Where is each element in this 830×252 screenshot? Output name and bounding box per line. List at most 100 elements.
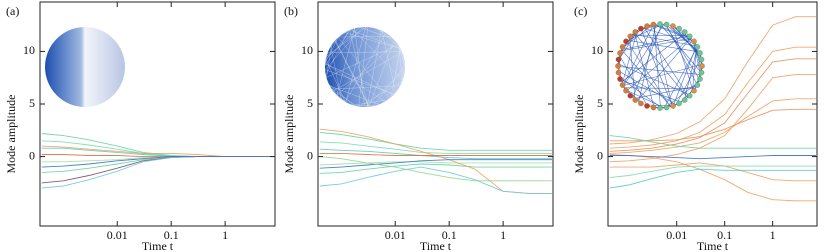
axes-frame — [317, 1, 554, 227]
series-line — [609, 162, 816, 182]
series-line — [319, 163, 552, 174]
network-edge — [638, 24, 657, 103]
network-edge — [692, 39, 702, 76]
network-edge — [626, 40, 671, 107]
network-node — [632, 29, 639, 35]
network-edge — [621, 30, 638, 85]
network-node — [619, 44, 626, 50]
network-edge — [665, 24, 700, 53]
y-tick-label: 5 — [597, 96, 603, 110]
network-edge — [653, 24, 694, 42]
network-node — [617, 50, 623, 56]
network-edge — [672, 25, 702, 57]
axes-frame — [607, 1, 818, 227]
network-edge — [331, 85, 401, 90]
network-edge — [622, 24, 654, 86]
series-line — [609, 46, 816, 149]
x-axis-label: Time t — [697, 239, 729, 252]
panel-label: (b) — [284, 4, 298, 18]
network-edge — [325, 59, 346, 102]
network-node — [615, 69, 622, 76]
network-node — [638, 100, 644, 107]
series-line — [319, 161, 552, 166]
x-tick-label: 0.1 — [164, 228, 179, 242]
network-edge — [359, 27, 394, 40]
network-node — [694, 82, 701, 88]
network-edge — [663, 46, 698, 108]
network-edge — [619, 77, 662, 109]
network-node — [663, 21, 670, 28]
network-edge — [345, 32, 386, 102]
series-line — [609, 16, 816, 145]
network-node — [676, 100, 682, 107]
network-disc — [45, 27, 125, 107]
network-edge — [400, 67, 406, 86]
network-node — [699, 63, 705, 69]
series-line — [319, 159, 552, 169]
network-edge — [334, 40, 370, 107]
network-edge — [372, 65, 406, 107]
network-node — [663, 104, 670, 111]
network-edge — [325, 69, 395, 95]
network-edge — [359, 81, 403, 107]
y-tick-label: 10 — [301, 43, 313, 57]
network-edge — [326, 44, 332, 78]
network-node — [698, 69, 705, 76]
plot-area — [609, 16, 816, 202]
network-node — [657, 21, 663, 27]
network-edge — [634, 32, 688, 98]
network-edge — [633, 85, 697, 100]
network-edge — [669, 24, 701, 55]
axes-frame — [39, 1, 276, 227]
network-edge — [636, 37, 692, 102]
network-edge — [659, 23, 702, 74]
series-line — [609, 155, 816, 160]
network-edge — [622, 64, 703, 86]
network-edge — [381, 30, 396, 93]
network-edge — [390, 48, 401, 98]
network-node — [657, 105, 663, 111]
network-edge — [398, 45, 403, 81]
series-line — [319, 152, 552, 156]
network-edge — [333, 92, 346, 103]
y-tick-label: 10 — [591, 43, 603, 57]
network-edge — [358, 27, 368, 107]
series-line — [41, 156, 274, 168]
network-edge — [626, 37, 692, 92]
x-axis-label: Time t — [142, 239, 174, 252]
network-edge — [398, 46, 406, 68]
plot-area — [319, 128, 552, 194]
network-edge — [399, 47, 406, 68]
y-tick-label: 0 — [29, 148, 35, 162]
network-edge — [328, 84, 355, 106]
network-edge — [324, 26, 363, 70]
network-edge — [366, 30, 382, 107]
network-edge — [331, 89, 357, 107]
network-edge — [683, 46, 698, 101]
network-inset — [615, 21, 705, 111]
network-edge — [338, 30, 350, 38]
y-axis-label: Mode amplitude — [4, 95, 18, 174]
series-line — [609, 165, 816, 179]
network-edge — [621, 35, 690, 51]
x-tick-label: 0.01 — [385, 228, 406, 242]
y-tick-label: 10 — [23, 43, 35, 57]
network-node — [691, 87, 697, 94]
series-line — [319, 141, 552, 154]
network-edge — [349, 29, 401, 49]
network-edge — [672, 25, 694, 92]
panel-label: (a) — [6, 4, 19, 18]
series-line — [609, 154, 816, 202]
series-line — [319, 131, 552, 151]
network-edge — [336, 42, 397, 96]
network-edge — [387, 85, 401, 101]
network-edge — [337, 37, 390, 99]
y-tick-label: 0 — [597, 148, 603, 162]
network-edge — [632, 33, 698, 47]
x-tick-label: 1 — [222, 228, 228, 242]
series-line — [319, 156, 552, 182]
network-node — [697, 76, 703, 82]
network-edge — [375, 28, 394, 40]
network-edge — [665, 81, 700, 108]
